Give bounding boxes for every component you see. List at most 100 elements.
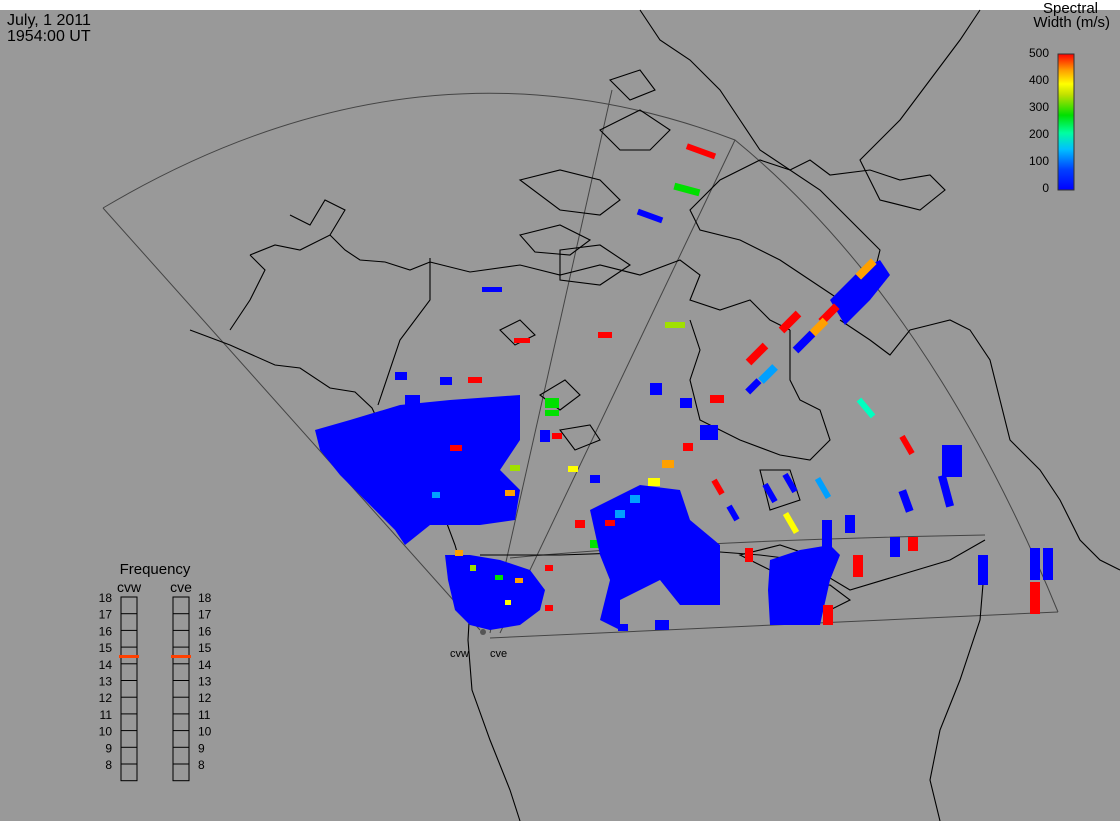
alaska-north-coast xyxy=(289,199,346,236)
frequency-level-label: 8 xyxy=(198,758,205,772)
frequency-title: Frequency xyxy=(120,561,191,578)
echo-cell xyxy=(792,330,816,354)
echo-cell xyxy=(855,258,877,280)
colorbar-scale xyxy=(1057,53,1075,191)
echo-cell xyxy=(440,377,452,385)
echo-cell xyxy=(598,332,612,338)
radar-sites: cvw cve xyxy=(450,629,507,660)
frequency-bar-cve xyxy=(172,596,190,782)
frequency-level-label: 18 xyxy=(198,591,212,605)
echo-cell xyxy=(590,475,600,483)
frequency-level-label: 15 xyxy=(198,641,212,655)
echo-cluster-central xyxy=(590,485,720,630)
echo-cell xyxy=(545,605,553,611)
echo-cell xyxy=(890,537,900,557)
fov-inner-arc xyxy=(509,534,986,559)
fov-beam-line-2 xyxy=(489,89,613,634)
frequency-level-label: 9 xyxy=(198,741,205,755)
greenland-coast xyxy=(639,9,981,211)
echo-cell xyxy=(782,511,800,535)
echo-cell xyxy=(908,537,918,551)
frequency-level-label: 17 xyxy=(198,608,212,622)
top-border xyxy=(0,0,1120,10)
echo-cell xyxy=(700,425,718,440)
echo-cell xyxy=(545,410,559,416)
echo-cell xyxy=(856,397,876,419)
echo-cluster-near-radar xyxy=(445,555,545,630)
radar-echoes xyxy=(315,143,1053,631)
frequency-level-label: 9 xyxy=(105,741,112,755)
echo-cell xyxy=(726,504,740,522)
echo-cell xyxy=(514,338,530,343)
echo-cell xyxy=(745,548,753,562)
frequency-level-label: 8 xyxy=(105,758,112,772)
echo-cell xyxy=(590,540,600,548)
frequency-level-label: 17 xyxy=(99,608,113,622)
frequency-panel: Frequency cvw cve 18 17 16 15 14 13 12 11 10 9 8 1… xyxy=(99,561,212,782)
echo-cell xyxy=(822,520,832,550)
frequency-level-label: 14 xyxy=(198,658,212,672)
radar-site-cvw xyxy=(480,629,486,635)
echo-cell xyxy=(745,378,762,395)
frequency-level-label: 12 xyxy=(99,691,113,705)
echo-cell xyxy=(942,445,962,477)
echo-cell xyxy=(778,310,802,334)
frequency-level-label: 16 xyxy=(198,624,212,638)
echo-cell xyxy=(662,460,674,468)
colorbar-title-line1: Spectral xyxy=(1043,0,1098,17)
frequency-level-label: 10 xyxy=(198,725,212,739)
echo-cell xyxy=(758,364,778,384)
echo-cell xyxy=(545,565,553,571)
echo-cell xyxy=(515,578,523,583)
fov-west-edge xyxy=(102,207,481,631)
colorbar-tick-500: 500 xyxy=(1029,46,1049,60)
echo-cell xyxy=(510,465,520,471)
echo-cell xyxy=(782,472,798,494)
echo-cell xyxy=(450,445,462,451)
echo-cell xyxy=(899,434,915,456)
frequency-level-label: 14 xyxy=(99,658,113,672)
echo-cell xyxy=(468,377,482,383)
echo-cell xyxy=(505,600,511,605)
arctic-island-1 xyxy=(518,169,621,216)
echo-cell xyxy=(540,430,550,442)
echo-cell xyxy=(745,342,769,366)
radar-label-cve: cve xyxy=(490,648,507,660)
frequency-level-label: 13 xyxy=(198,675,212,689)
echo-cell xyxy=(711,478,725,496)
echo-cluster-great-lakes xyxy=(768,545,840,625)
echo-cell xyxy=(680,398,692,408)
echo-cell xyxy=(898,489,914,513)
colorbar-tick-300: 300 xyxy=(1029,100,1049,114)
arctic-island-3 xyxy=(518,224,592,256)
echo-cell xyxy=(545,398,559,408)
us-east-coast xyxy=(929,559,986,821)
frequency-radar-cve: cve xyxy=(170,579,192,595)
echo-cell xyxy=(1030,548,1040,580)
echo-cell xyxy=(665,322,685,328)
colorbar-tick-200: 200 xyxy=(1029,127,1049,141)
colorbar-tick-0: 0 xyxy=(1042,181,1049,195)
frequency-level-label: 12 xyxy=(198,691,212,705)
frequency-level-label: 10 xyxy=(99,725,113,739)
great-slave-lake xyxy=(559,424,601,451)
echo-cell xyxy=(432,492,440,498)
echo-cluster-west xyxy=(315,395,520,545)
frequency-level-label: 11 xyxy=(100,708,113,722)
frequency-level-label: 18 xyxy=(99,591,113,605)
frequency-level-label: 13 xyxy=(99,675,113,689)
echo-cell xyxy=(636,208,664,224)
echo-cell xyxy=(1030,582,1040,614)
frequency-bar-cvw xyxy=(120,596,138,782)
frequency-level-label: 11 xyxy=(198,708,211,722)
arctic-mainland-coast xyxy=(429,259,791,331)
echo-cell xyxy=(655,620,669,630)
echo-cell xyxy=(568,466,578,472)
labrador-coast xyxy=(839,319,1120,571)
alaska-border xyxy=(377,258,431,406)
arctic-island-2 xyxy=(599,109,671,151)
echo-cell xyxy=(683,443,693,451)
echo-cell xyxy=(482,287,502,292)
arctic-island-5 xyxy=(608,69,656,101)
